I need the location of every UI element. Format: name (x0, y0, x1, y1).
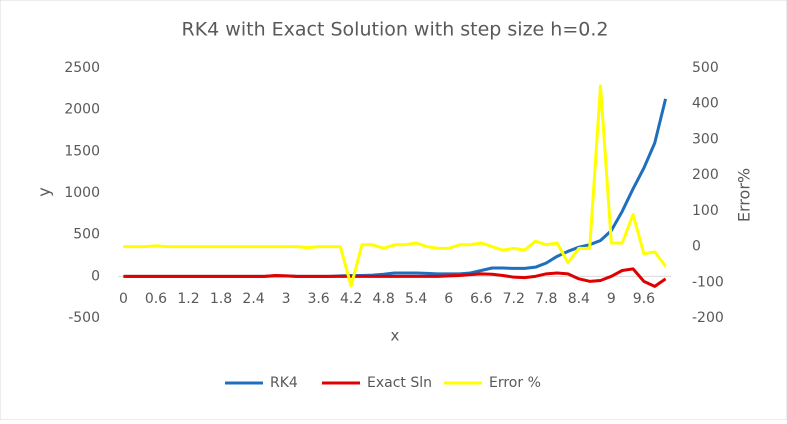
x-tick-label: 1.2 (177, 291, 199, 307)
y2-tick-label: 0 (692, 239, 701, 255)
y2-tick-label: 500 (692, 60, 719, 76)
x-tick-label: 6 (444, 291, 453, 307)
x-tick-label: 9.6 (633, 291, 655, 307)
x-tick-label: 4.8 (373, 291, 395, 307)
y2-tick-label: 200 (692, 167, 719, 183)
x-tick-label: 2.4 (242, 291, 264, 307)
y2-tick-label: 100 (692, 203, 719, 219)
y-axis-title: y (35, 187, 54, 196)
x-tick-label: 6.6 (470, 291, 492, 307)
x-axis-title: x (391, 327, 400, 345)
x-tick-label: 5.4 (405, 291, 427, 307)
legend-label: Exact Sln (367, 375, 432, 391)
y-tick-label: 500 (73, 227, 100, 243)
x-tick-label: 4.2 (340, 291, 362, 307)
x-tick-label: 9 (607, 291, 616, 307)
y-tick-label: 2000 (64, 102, 100, 118)
x-tick-label: 0.6 (145, 291, 167, 307)
y-tick-label: 2500 (64, 60, 100, 76)
y2-axis-title: Error% (735, 168, 754, 222)
series-line (123, 84, 667, 288)
y2-tick-label: 300 (692, 131, 719, 147)
y2-tick-label: -200 (692, 310, 724, 326)
y-tick-label: 1500 (64, 143, 100, 159)
x-tick-label: 3.6 (307, 291, 329, 307)
legend-label: RK4 (270, 375, 298, 391)
x-tick-label: 8.4 (568, 291, 590, 307)
series-line (123, 267, 667, 288)
y-tick-label: 0 (91, 268, 100, 284)
y-tick-label: 1000 (64, 185, 100, 201)
x-tick-label: 7.8 (535, 291, 557, 307)
y-tick-label: -500 (68, 310, 100, 326)
x-tick-label: 1.8 (210, 291, 232, 307)
x-tick-label: 7.2 (503, 291, 525, 307)
legend-label: Error % (489, 375, 541, 391)
y2-tick-label: -100 (692, 274, 724, 290)
chart-title: RK4 with Exact Solution with step size h… (182, 19, 609, 41)
x-tick-label: 0 (119, 291, 128, 307)
y2-tick-label: 400 (692, 96, 719, 112)
x-tick-label: 3 (282, 291, 291, 307)
